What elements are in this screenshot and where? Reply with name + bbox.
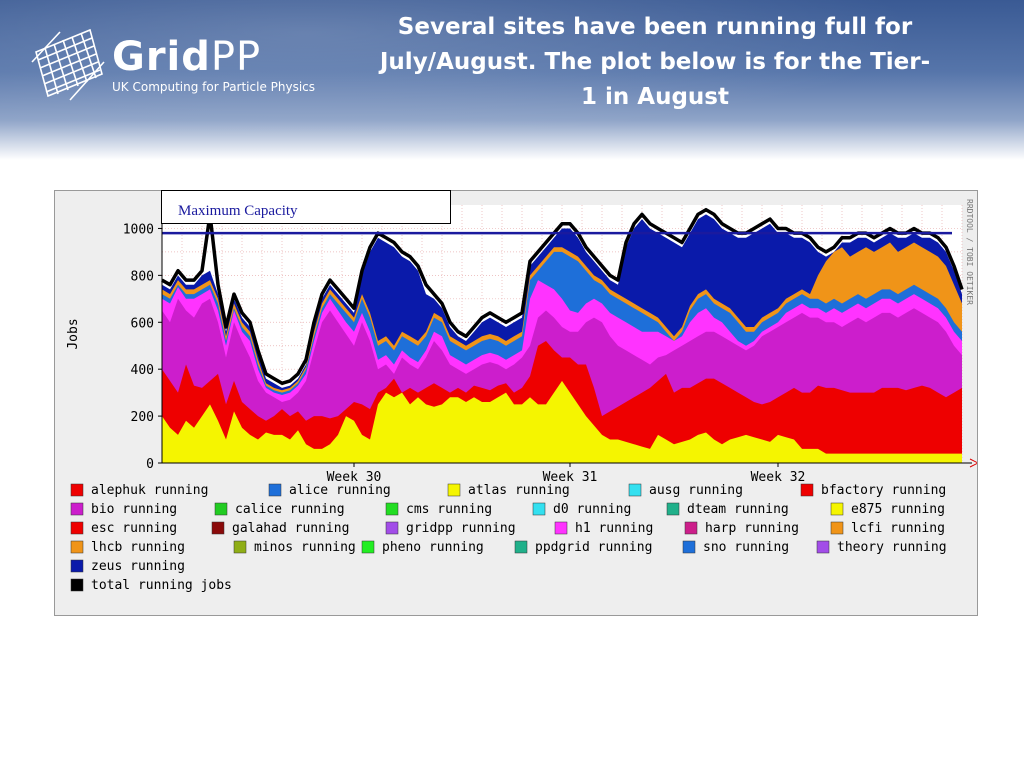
legend-swatch <box>666 502 680 516</box>
legend-swatch <box>268 483 282 497</box>
legend-swatch <box>70 559 84 573</box>
legend-swatch <box>514 540 528 554</box>
legend-swatch <box>70 483 84 497</box>
legend-swatch <box>70 540 84 554</box>
x-axis-arrow-icon <box>969 458 977 468</box>
legend-swatch <box>830 502 844 516</box>
max-capacity-annotation: Maximum Capacity <box>161 190 451 224</box>
y-tick-label: 200 <box>131 410 154 425</box>
legend-swatch <box>628 483 642 497</box>
legend-swatch <box>800 483 814 497</box>
x-tick-label: Week 30 <box>327 470 382 485</box>
line-total-running-jobs <box>161 207 964 386</box>
legend-label: cms running <box>406 502 492 517</box>
legend-swatch <box>532 502 546 516</box>
legend-label: sno running <box>703 540 789 555</box>
running-jobs-chart: 0 200 400 600 800 1000 Week 30 Week 31 Week 32 Jo… <box>66 199 977 593</box>
legend-swatch <box>385 521 399 535</box>
legend-label: dteam running <box>687 502 789 517</box>
logo-subtitle: UK Computing for Particle Physics <box>112 80 316 94</box>
legend-swatch <box>447 483 461 497</box>
y-tick-label: 600 <box>131 316 154 331</box>
x-tick-label: Week 32 <box>751 470 806 485</box>
title-line-1: Several sites have been running full for <box>397 14 913 40</box>
legend-swatch <box>385 502 399 516</box>
legend-label: pheno running <box>382 540 484 555</box>
legend-label: minos running <box>254 540 356 555</box>
legend-label: d0 running <box>553 502 631 517</box>
legend-label: e875 running <box>851 502 945 517</box>
legend-swatch <box>361 540 375 554</box>
title-line-3: 1 in August <box>581 84 729 110</box>
legend-label: esc running <box>91 521 177 536</box>
y-tick-label: 0 <box>146 457 154 472</box>
slide-title: Several sites have been running full for… <box>350 10 960 115</box>
rrdtool-watermark: RRDTOOL / TOBI OETIKER <box>965 199 974 305</box>
legend-swatch <box>70 578 84 592</box>
legend-label: total running jobs <box>91 578 232 593</box>
legend-swatch <box>554 521 568 535</box>
legend-swatch <box>816 540 830 554</box>
legend-label: atlas running <box>468 483 570 498</box>
gridpp-logo-icon <box>31 28 105 101</box>
slide-header: GridPP UK Computing for Particle Physics… <box>0 0 1024 160</box>
y-tick-label: 800 <box>131 269 154 284</box>
legend-label: alice running <box>289 483 391 498</box>
y-tick-label: 1000 <box>123 222 154 237</box>
legend-label: harp running <box>705 521 799 536</box>
legend-label: ausg running <box>649 483 743 498</box>
legend-label: ppdgrid running <box>535 540 652 555</box>
legend-label: lcfi running <box>851 521 945 536</box>
legend-label: lhcb running <box>91 540 185 555</box>
legend-label: gridpp running <box>406 521 516 536</box>
y-tick-label: 400 <box>131 363 154 378</box>
x-tick-label: Week 31 <box>543 470 598 485</box>
legend-swatch <box>70 521 84 535</box>
header-glow <box>0 0 1024 160</box>
legend-label: h1 running <box>575 521 653 536</box>
chart-panel: 0 200 400 600 800 1000 Week 30 Week 31 Week 32 Jo… <box>54 190 978 616</box>
title-line-2: July/August. The plot below is for the T… <box>379 49 931 75</box>
y-axis-label: Jobs <box>66 318 81 349</box>
legend-swatch <box>684 521 698 535</box>
legend-label: galahad running <box>232 521 349 536</box>
legend-swatch <box>211 521 225 535</box>
legend-swatch <box>830 521 844 535</box>
legend-swatch <box>682 540 696 554</box>
legend-label: theory running <box>837 540 947 555</box>
legend-swatch <box>70 502 84 516</box>
legend-label: bfactory running <box>821 483 946 498</box>
logo-wordmark: GridPP <box>112 34 262 80</box>
legend-label: bio running <box>91 502 177 517</box>
max-capacity-label: Maximum Capacity <box>178 203 298 219</box>
area-atlas-running <box>162 380 962 463</box>
legend-swatch <box>233 540 247 554</box>
legend-label: calice running <box>235 502 345 517</box>
legend-swatch <box>214 502 228 516</box>
legend-label: zeus running <box>91 559 185 574</box>
legend-label: alephuk running <box>91 483 208 498</box>
